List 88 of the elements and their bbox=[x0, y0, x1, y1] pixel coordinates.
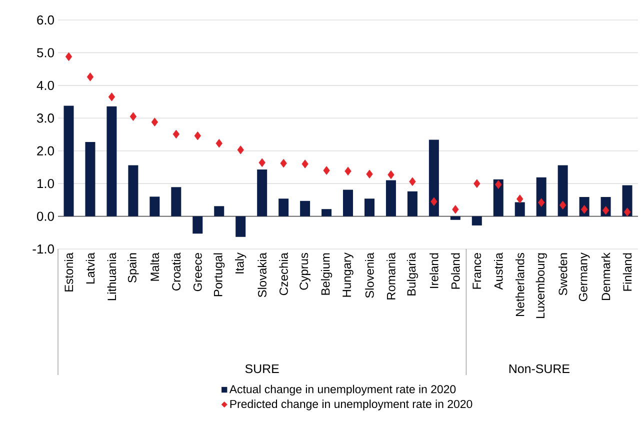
bar bbox=[343, 190, 354, 216]
x-tick-label: Greece bbox=[193, 253, 202, 292]
y-tick-label: 6.0 bbox=[37, 15, 54, 25]
bar bbox=[472, 216, 482, 226]
x-tick-label: France bbox=[472, 253, 482, 289]
bar bbox=[364, 198, 374, 216]
bar bbox=[278, 198, 289, 216]
bar bbox=[558, 165, 568, 216]
bar bbox=[386, 180, 396, 216]
bar bbox=[450, 216, 460, 220]
x-tick-label: Poland bbox=[451, 253, 460, 289]
bar bbox=[85, 142, 96, 216]
point bbox=[474, 179, 480, 188]
point bbox=[216, 138, 222, 148]
point bbox=[366, 170, 373, 178]
point bbox=[130, 112, 137, 121]
point bbox=[538, 198, 545, 207]
y-tick-label: 0.0 bbox=[36, 212, 54, 221]
x-tick-label: Germany bbox=[578, 252, 590, 302]
point bbox=[258, 158, 266, 168]
y-tick-label: 4.0 bbox=[36, 80, 54, 90]
bar bbox=[192, 216, 203, 234]
bar bbox=[64, 106, 74, 216]
point bbox=[559, 200, 566, 210]
x-tick-label: Ireland bbox=[430, 253, 438, 288]
x-tick-label: Romania bbox=[386, 252, 396, 300]
x-tick-label: Czechia bbox=[279, 252, 288, 296]
bar bbox=[236, 216, 246, 237]
y-tick-label: 3.0 bbox=[36, 114, 54, 123]
legend-label: Predicted change in unemployment rate in 2020 bbox=[230, 400, 472, 410]
x-tick-label: Cyprus bbox=[300, 252, 310, 290]
x-tick-label: Lithuania bbox=[107, 252, 116, 300]
legend-label: Actual change in unemployment rate in 2020 bbox=[229, 384, 456, 396]
point bbox=[108, 92, 116, 102]
bar bbox=[106, 106, 117, 216]
point bbox=[344, 166, 352, 176]
x-tick-label: Netherlands bbox=[515, 252, 524, 316]
point bbox=[86, 72, 94, 82]
point bbox=[452, 205, 459, 214]
point bbox=[323, 166, 330, 175]
point bbox=[151, 118, 158, 126]
x-tick-label: Portugal bbox=[214, 253, 225, 296]
x-tick-label: Spain bbox=[128, 253, 139, 283]
y-tick-label: 5.0 bbox=[36, 48, 54, 58]
x-tick-label: Hungary bbox=[342, 252, 354, 297]
point bbox=[388, 170, 394, 180]
text: Non-SURE bbox=[509, 364, 570, 374]
x-tick-label: Estonia bbox=[64, 252, 74, 292]
x-tick-label: Finland bbox=[622, 253, 632, 291]
bar bbox=[407, 191, 418, 216]
x-tick-label: Denmark bbox=[601, 252, 610, 300]
x-tick-label: Slovakia bbox=[258, 252, 266, 298]
bar bbox=[257, 170, 268, 216]
point bbox=[237, 145, 244, 154]
x-tick-label: Latvia bbox=[86, 252, 95, 284]
bar bbox=[514, 202, 525, 216]
x-tick-label: Croatia bbox=[172, 252, 181, 290]
point bbox=[194, 131, 201, 140]
bar bbox=[214, 206, 224, 216]
bar bbox=[493, 179, 504, 216]
point bbox=[624, 208, 631, 216]
bar bbox=[300, 200, 310, 216]
x-tick-label: Bulgaria bbox=[406, 252, 418, 296]
x-tick-label: Austria bbox=[494, 252, 503, 290]
x-tick-label: Luxembourg bbox=[536, 253, 547, 318]
x-tick-label: Slovenia bbox=[365, 252, 374, 298]
point bbox=[172, 130, 180, 139]
y-tick-label: 2.0 bbox=[37, 146, 54, 156]
x-tick-label: Italy bbox=[235, 252, 246, 274]
x-tick-label: Belgium bbox=[320, 253, 332, 295]
y-tick-label: -1.0 bbox=[32, 244, 54, 254]
point bbox=[430, 197, 438, 206]
bar bbox=[536, 177, 546, 216]
point bbox=[302, 160, 308, 168]
point bbox=[516, 194, 524, 204]
bar bbox=[128, 165, 138, 216]
point bbox=[495, 180, 502, 189]
bar bbox=[150, 196, 160, 216]
bar bbox=[322, 209, 332, 216]
y-tick-label: 1.0 bbox=[37, 178, 54, 188]
bar bbox=[171, 187, 182, 216]
x-tick-label: Sweden bbox=[558, 253, 568, 296]
text: SURE bbox=[245, 364, 279, 374]
point bbox=[65, 52, 72, 62]
point bbox=[280, 158, 287, 168]
point bbox=[409, 177, 416, 186]
x-tick-label: Malta bbox=[150, 252, 160, 281]
bar bbox=[428, 140, 439, 216]
